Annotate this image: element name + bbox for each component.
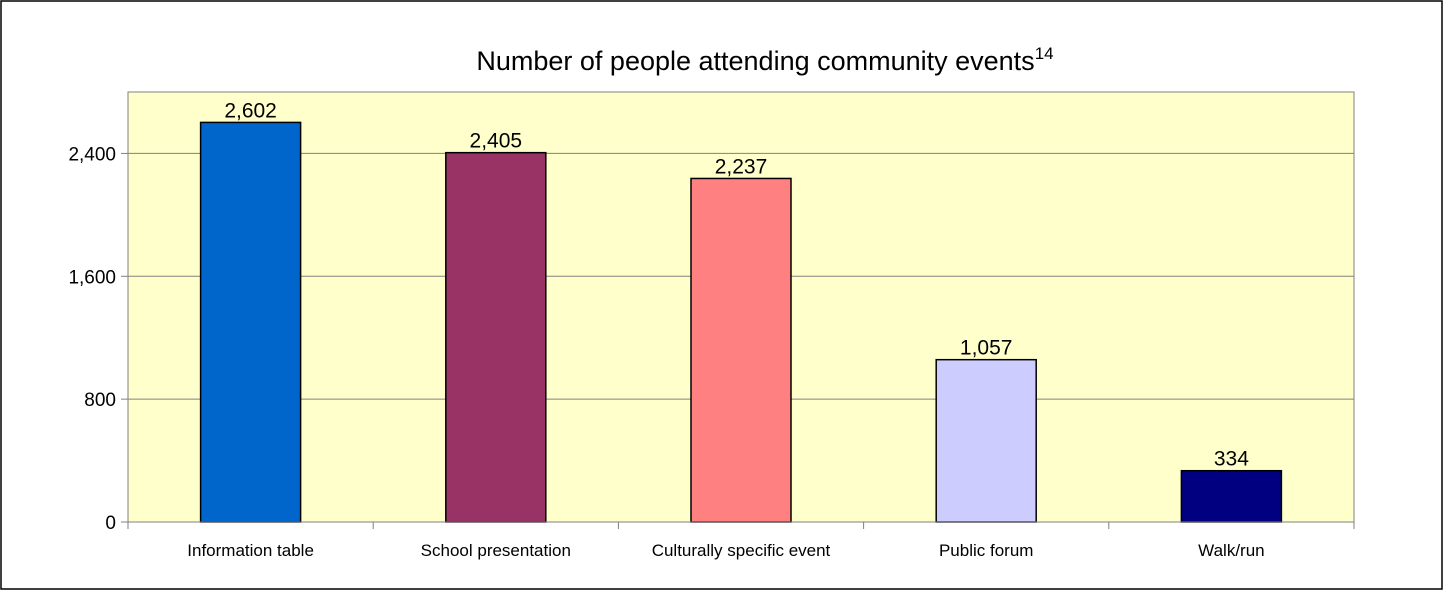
x-tick-label: School presentation [421, 541, 571, 560]
data-label: 2,237 [715, 155, 768, 178]
chart-title: Number of people attending community eve… [476, 44, 1053, 76]
y-tick-label: 0 [105, 513, 116, 534]
data-label: 2,405 [470, 130, 523, 153]
x-tick-label: Information table [187, 541, 314, 560]
y-tick-label: 2,400 [68, 144, 116, 165]
data-label: 2,602 [224, 99, 277, 122]
x-tick-label: Public forum [939, 541, 1033, 560]
bar [446, 153, 546, 522]
bar [691, 178, 791, 522]
data-label: 334 [1214, 448, 1249, 471]
x-tick-label: Walk/run [1198, 541, 1264, 560]
bar [936, 360, 1036, 522]
y-tick-label: 800 [84, 390, 116, 411]
data-label: 1,057 [960, 337, 1013, 360]
y-tick-label: 1,600 [68, 267, 116, 288]
bar [1181, 471, 1281, 522]
x-tick-label: Culturally specific event [652, 541, 831, 560]
bar [201, 122, 301, 522]
